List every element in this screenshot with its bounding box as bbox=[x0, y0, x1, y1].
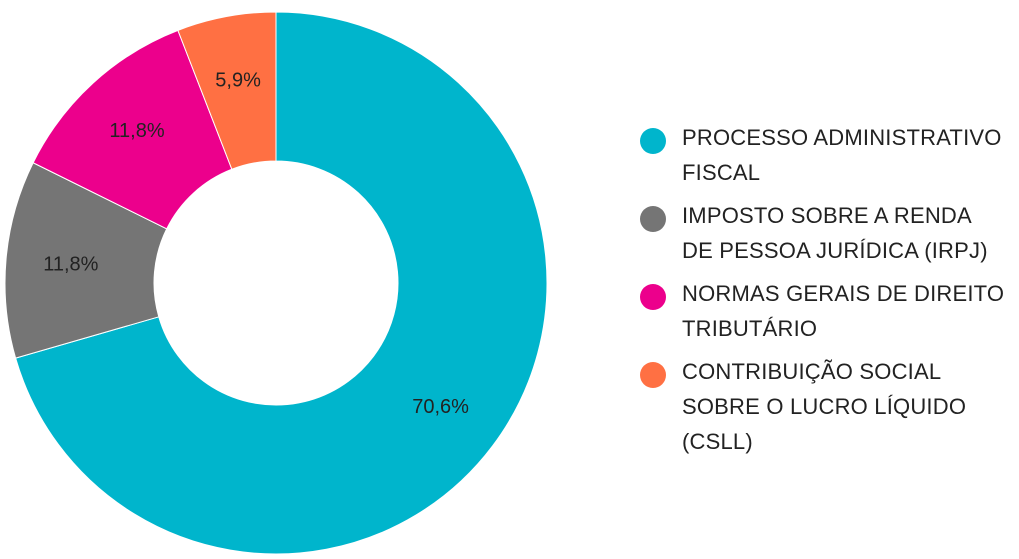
data-label-csll: 5,9% bbox=[215, 70, 261, 92]
legend-label-line: TRIBUTÁRIO bbox=[682, 316, 818, 341]
legend-label-line: PROCESSO ADMINISTRATIVO bbox=[682, 125, 1002, 150]
data-label-normas: 11,8% bbox=[109, 120, 164, 142]
slice-irpj bbox=[4, 162, 168, 359]
legend-label-line: DE PESSOA JURÍDICA (IRPJ) bbox=[682, 238, 988, 263]
data-label-irpj: 11,8% bbox=[43, 254, 98, 276]
legend-label-line: FISCAL bbox=[682, 160, 761, 185]
data-labels-group: 70,6% 11,8% 11,8% 5,9% bbox=[43, 70, 469, 418]
legend-item-irpj[interactable]: IMPOSTO SOBRE A RENDA DE PESSOA JURÍDICA… bbox=[640, 198, 1015, 268]
data-label-processo: 70,6% bbox=[412, 396, 469, 418]
legend-label-line: (CSLL) bbox=[682, 429, 753, 454]
legend-label-line: SOBRE O LUCRO LÍQUIDO bbox=[682, 394, 967, 419]
legend-swatch-irpj bbox=[640, 206, 666, 232]
legend-label-line: IMPOSTO SOBRE A RENDA bbox=[682, 203, 972, 228]
legend-label-line: NORMAS GERAIS DE DIREITO bbox=[682, 281, 1005, 306]
slices-group bbox=[4, 11, 548, 555]
legend-label-line: CONTRIBUIÇÃO SOCIAL bbox=[682, 359, 942, 384]
legend: PROCESSO ADMINISTRATIVO FISCAL IMPOSTO S… bbox=[640, 120, 1015, 467]
slice-processo-administrativo-fiscal bbox=[15, 11, 548, 555]
legend-item-normas-gerais[interactable]: NORMAS GERAIS DE DIREITO TRIBUTÁRIO bbox=[640, 276, 1015, 346]
donut-chart: 70,6% 11,8% 11,8% 5,9% bbox=[4, 11, 548, 555]
legend-swatch-csll bbox=[640, 362, 666, 388]
legend-item-processo-administrativo-fiscal[interactable]: PROCESSO ADMINISTRATIVO FISCAL bbox=[640, 120, 1015, 190]
legend-item-csll[interactable]: CONTRIBUIÇÃO SOCIAL SOBRE O LUCRO LÍQUID… bbox=[640, 354, 1015, 459]
slice-normas-gerais bbox=[32, 29, 233, 230]
legend-swatch-processo bbox=[640, 128, 666, 154]
legend-swatch-normas bbox=[640, 284, 666, 310]
slice-csll bbox=[177, 11, 277, 170]
